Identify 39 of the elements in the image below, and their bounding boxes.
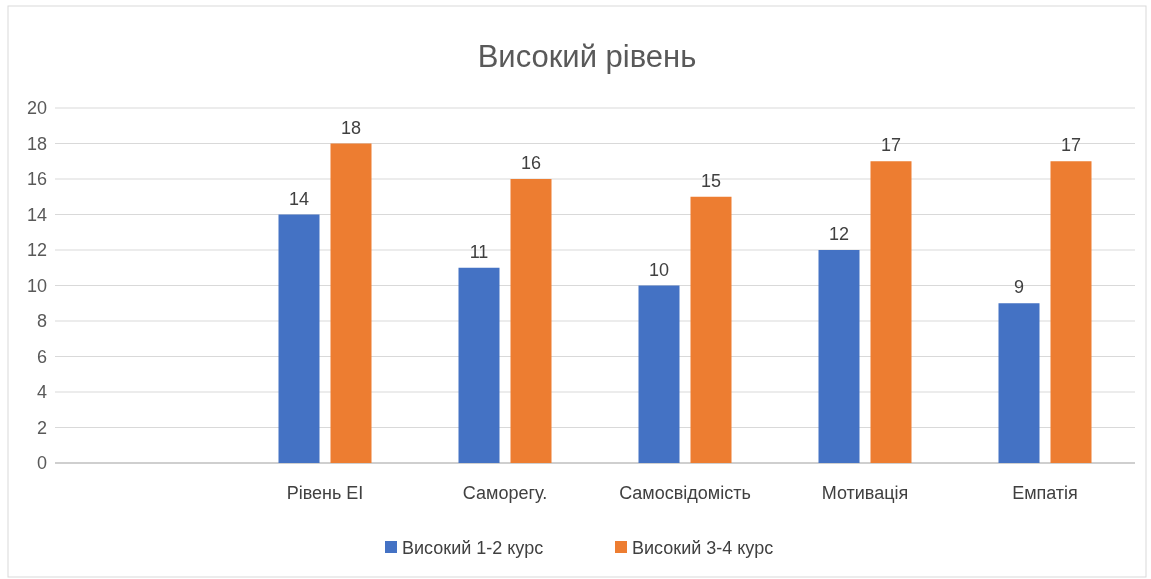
y-tick-label: 12 [26,240,47,261]
y-tick-label: 18 [26,133,47,154]
y-tick-label: 0 [36,453,47,474]
y-tick-label: 2 [36,417,47,438]
bar [510,179,552,463]
data-label: 14 [288,188,310,209]
legend-label: Високий 3-4 курс [632,538,774,559]
bar [998,303,1040,463]
chart-title: Високий рівень [477,39,697,74]
data-label: 16 [520,153,542,173]
bar [458,267,500,463]
bar [638,285,680,463]
x-tick-label: Емпатія [1012,483,1078,503]
data-label: 10 [648,259,670,280]
data-label: 18 [340,117,362,138]
bar [818,250,860,463]
data-label: 9 [1013,277,1025,298]
x-tick-label: Самосвідомість [619,483,751,503]
y-tick-label: 4 [36,382,47,403]
bar [1050,161,1092,463]
bar [690,196,732,463]
bar [330,143,372,463]
x-tick-label: Саморегу. [462,483,548,503]
x-tick-label: Рівень ЕІ [286,483,364,503]
data-label: 11 [469,241,489,262]
data-label: 17 [880,135,902,156]
y-tick-label: 6 [36,346,47,367]
data-label: 17 [1060,135,1082,156]
y-tick-label: 20 [26,98,47,119]
y-tick-label: 14 [26,204,47,225]
bar [870,161,912,463]
y-tick-label: 16 [26,169,47,190]
legend-label: Високий 1-2 курс [402,538,544,559]
data-label: 12 [828,224,850,244]
y-tick-label: 8 [36,311,47,332]
x-tick-label: Мотивація [821,483,909,503]
data-label: 15 [700,170,722,191]
y-tick-label: 10 [26,275,47,296]
bar [278,214,320,463]
